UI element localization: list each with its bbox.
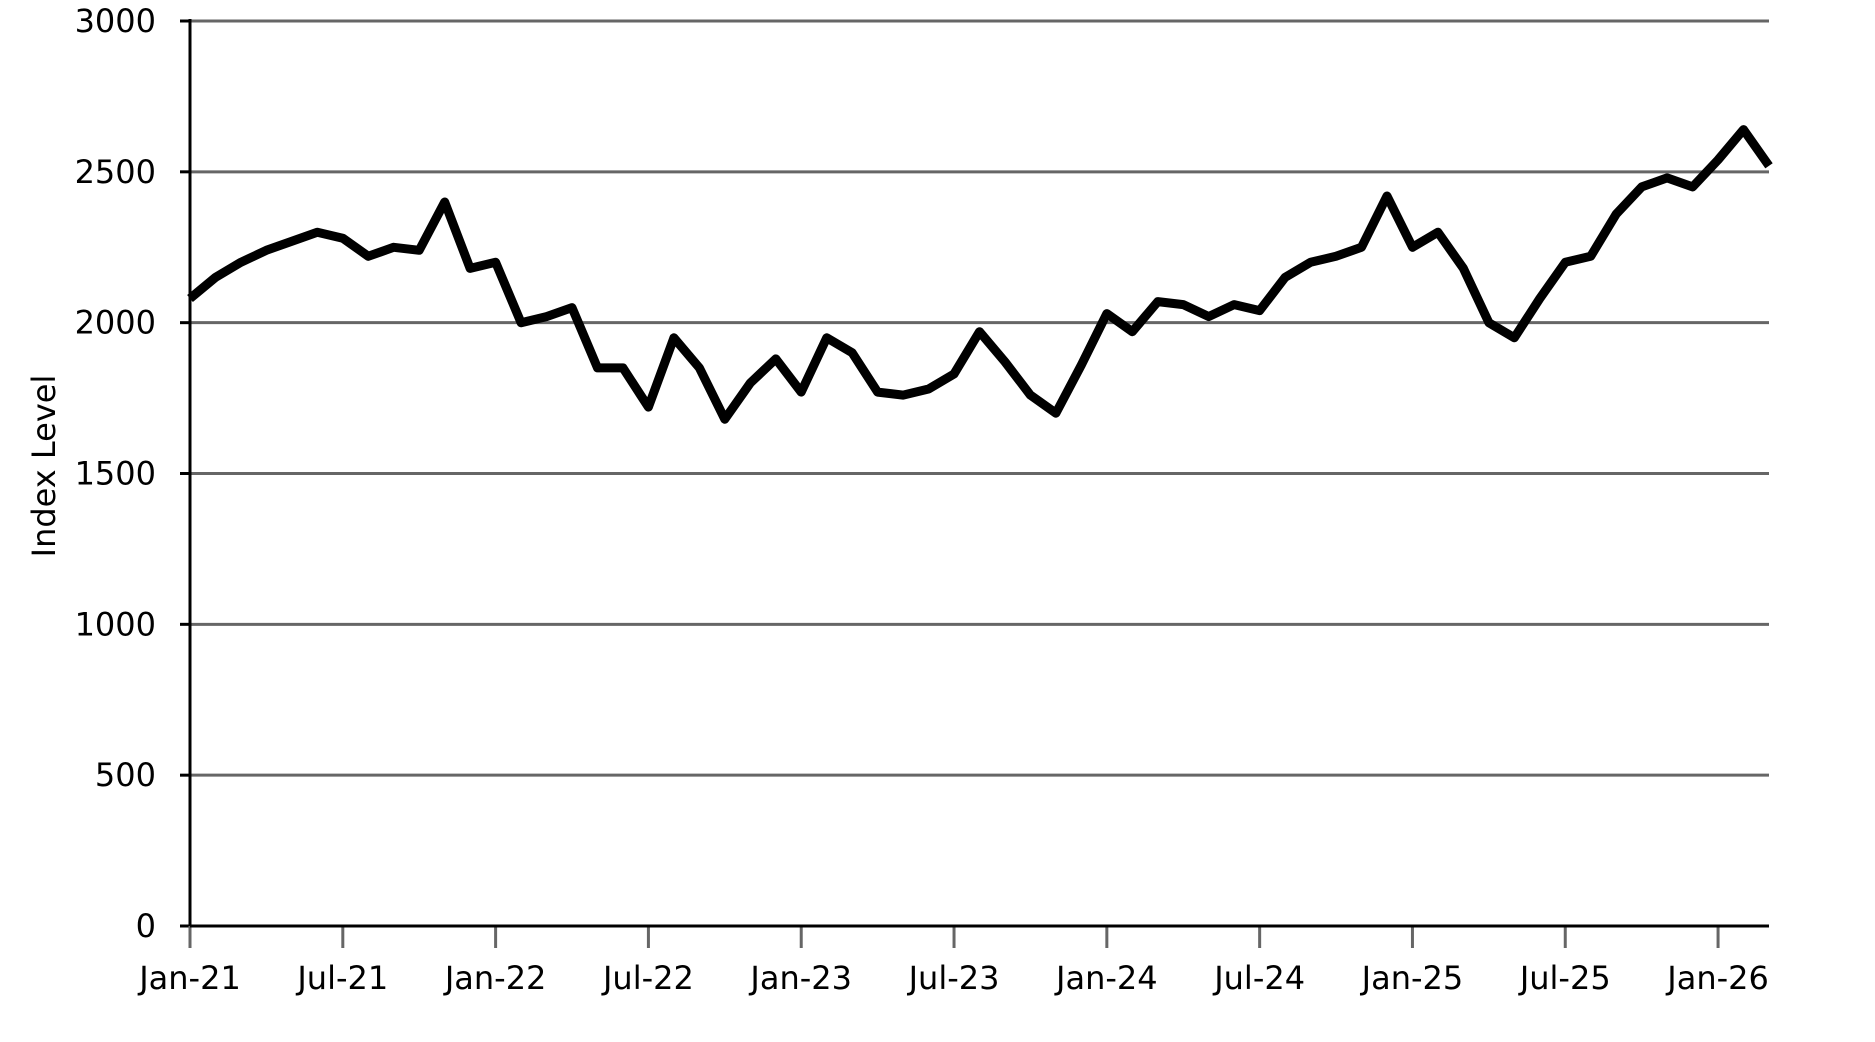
- x-tick-label: Jul-24: [1212, 959, 1305, 997]
- y-tick-label: 2500: [75, 153, 156, 191]
- y-tick-label: 1000: [75, 605, 156, 643]
- x-tick-label: Jan-24: [1054, 959, 1158, 997]
- y-tick-label: 3000: [75, 2, 156, 40]
- data-line: [187, 125, 1773, 424]
- x-tick-label: Jan-23: [748, 959, 852, 997]
- x-tick-label: Jan-26: [1665, 959, 1769, 997]
- y-tick-label: 2000: [75, 304, 156, 342]
- y-tick-label: 500: [95, 756, 156, 794]
- x-tick-label: Jan-25: [1360, 959, 1464, 997]
- x-tick-label: Jul-21: [295, 959, 388, 997]
- y-tick-label: 1500: [75, 455, 156, 493]
- x-tick-label: Jul-25: [1518, 959, 1611, 997]
- x-tick-label: Jan-21: [137, 959, 241, 997]
- x-tick-label: Jul-22: [601, 959, 694, 997]
- y-axis-label: Index Level: [25, 375, 63, 558]
- x-tick-label: Jul-23: [907, 959, 1000, 997]
- x-tick-label: Jan-22: [443, 959, 547, 997]
- y-tick-label: 0: [136, 907, 156, 945]
